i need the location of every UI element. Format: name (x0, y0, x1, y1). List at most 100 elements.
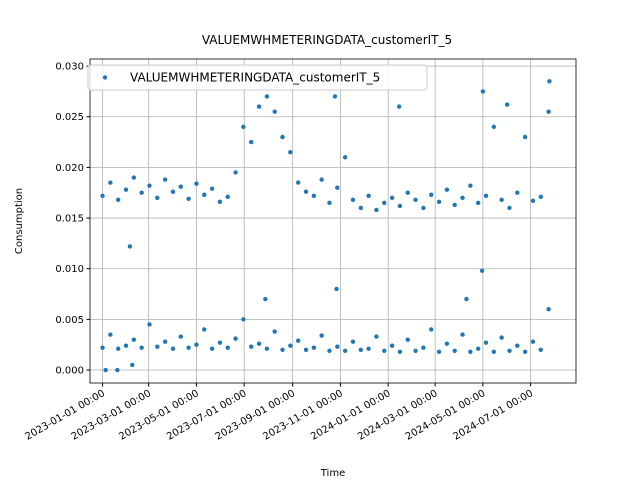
point (479, 268, 485, 273)
point (263, 296, 268, 302)
point (530, 339, 536, 344)
point (546, 109, 551, 114)
point (217, 340, 223, 345)
x-axis-label: Time (320, 468, 345, 479)
point (249, 139, 254, 145)
point (483, 340, 489, 345)
point (256, 341, 262, 346)
point (421, 345, 426, 350)
point (186, 345, 191, 350)
point (421, 205, 426, 211)
point (358, 347, 363, 352)
y-tick-label: 0.020 (55, 163, 84, 174)
y-tick-label: 0.010 (55, 264, 84, 275)
point (483, 193, 489, 198)
point (396, 104, 402, 109)
point (515, 343, 520, 348)
y-tick-label: 0.030 (55, 62, 84, 73)
point (162, 339, 168, 344)
point (327, 348, 332, 353)
point (366, 346, 371, 351)
point (186, 196, 191, 202)
point (100, 345, 105, 350)
point (464, 296, 469, 302)
y-axis-label: Consumption (14, 188, 25, 254)
chart-title: VALUEMWHMETERINGDATA_customerIT_5 (202, 33, 452, 47)
point (147, 183, 152, 188)
legend-marker (102, 75, 108, 80)
point (194, 342, 199, 347)
point (131, 337, 137, 342)
point (123, 187, 129, 192)
point (358, 205, 363, 211)
point (115, 367, 120, 373)
point (241, 124, 246, 130)
point (460, 332, 465, 337)
point (108, 180, 113, 185)
legend-label: VALUEMWHMETERINGDATA_customerIT_5 (130, 71, 380, 85)
point (515, 190, 520, 195)
point (202, 327, 207, 332)
point (108, 332, 113, 337)
point (202, 192, 207, 197)
point (389, 343, 395, 348)
point (272, 109, 277, 114)
point (241, 317, 246, 322)
y-tick-label: 0.015 (55, 214, 84, 225)
point (249, 344, 254, 349)
point (342, 348, 348, 353)
point (547, 79, 552, 84)
point (444, 341, 450, 346)
point (280, 347, 285, 352)
point (480, 89, 486, 94)
point (295, 338, 301, 343)
point (139, 345, 144, 350)
point (217, 199, 223, 205)
point (103, 367, 108, 373)
point (162, 177, 168, 182)
point (155, 195, 160, 200)
legend: VALUEMWHMETERINGDATA_customerIT_5 (87, 64, 428, 91)
y-tick-label: 0.005 (55, 315, 84, 326)
point (538, 347, 543, 352)
point (350, 339, 356, 344)
point (507, 348, 512, 353)
point (127, 244, 133, 249)
point (475, 346, 481, 351)
point (100, 193, 105, 198)
point (475, 200, 481, 206)
point (538, 194, 543, 199)
point (522, 134, 528, 140)
legend-box (87, 64, 428, 91)
point (311, 193, 317, 198)
point (209, 186, 215, 191)
point (504, 102, 510, 107)
point (546, 307, 551, 312)
point (280, 134, 285, 140)
point (335, 344, 340, 349)
point (147, 322, 152, 327)
point (530, 198, 536, 204)
y-tick-label: 0.000 (55, 366, 84, 377)
point (130, 362, 135, 368)
point (405, 337, 410, 342)
series (100, 74, 552, 373)
point (225, 194, 230, 199)
point (389, 195, 395, 200)
point (334, 286, 339, 292)
point (303, 347, 309, 352)
point (522, 349, 528, 354)
point (303, 189, 309, 194)
point (382, 200, 387, 206)
point (319, 333, 324, 338)
point (295, 180, 301, 185)
point (311, 345, 317, 350)
point (178, 334, 183, 339)
point (491, 349, 497, 354)
point (468, 183, 473, 188)
plot-frame (89, 58, 577, 384)
point (170, 189, 176, 194)
point (436, 349, 442, 354)
point (256, 104, 262, 109)
